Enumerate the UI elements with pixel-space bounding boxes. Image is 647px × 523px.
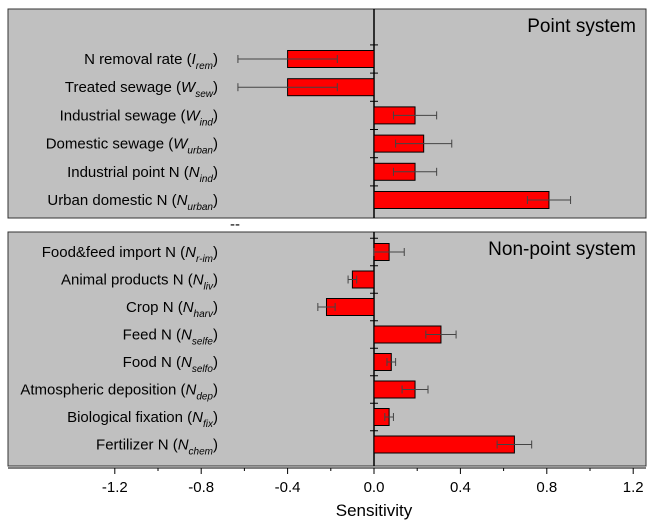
x-axis-title: Sensitivity (336, 501, 413, 520)
panel-title-1: Point system (527, 16, 636, 37)
panel-title-2: Non-point system (488, 239, 636, 260)
category-label-2-3: Crop N (Nharv) (126, 299, 218, 320)
category-label-1-2: Treated sewage (Wsew) (65, 79, 218, 100)
panel-background-2 (7, 231, 647, 467)
category-label-1-3: Industrial sewage (Wind) (60, 107, 218, 128)
x-tick-label-3: -0.4 (275, 479, 301, 496)
x-tick-label-2: -0.8 (188, 479, 214, 496)
x-tick-label-1: -1.2 (102, 479, 128, 496)
x-tick-label-4: 0.0 (364, 479, 385, 496)
panels-layer: Point system Non-point system (7, 8, 647, 467)
category-label-2-7: Biological fixation (Nfix) (67, 409, 218, 430)
bars-layer (237, 44, 572, 454)
category-label-1-5: Industrial point N (Nind) (67, 164, 218, 185)
category-label-2-6: Atmospheric deposition (Ndep) (20, 382, 218, 403)
category-label-2-2: Animal products N (Nliv) (61, 272, 218, 293)
panel-background-1 (7, 8, 647, 219)
x-tick-label-7: 1.2 (623, 479, 644, 496)
category-labels-layer: N removal rate (Irem) Treated sewage (Wse… (20, 51, 218, 458)
category-label-2-4: Feed N (Nselfe) (123, 327, 218, 348)
x-tick-label-6: 0.8 (536, 479, 557, 496)
x-tick-label-5: 0.4 (450, 479, 471, 496)
panel-separator: -- (230, 216, 240, 233)
category-label-2-1: Food&feed import N (Nr-im) (42, 244, 218, 265)
bar-1-6 (373, 191, 550, 209)
category-label-1-6: Urban domestic N (Nurban) (47, 192, 218, 213)
bar-2-8 (373, 435, 515, 454)
category-label-1-4: Domestic sewage (Wurban) (46, 136, 218, 157)
category-label-1-1: N removal rate (Irem) (84, 51, 218, 72)
category-label-2-8: Fertilizer N (Nchem) (96, 437, 218, 458)
category-label-2-5: Food N (Nselfo) (123, 354, 218, 375)
x-axis: -1.2 -0.8 -0.4 0.0 0.4 0.8 1.2 (8, 467, 646, 496)
